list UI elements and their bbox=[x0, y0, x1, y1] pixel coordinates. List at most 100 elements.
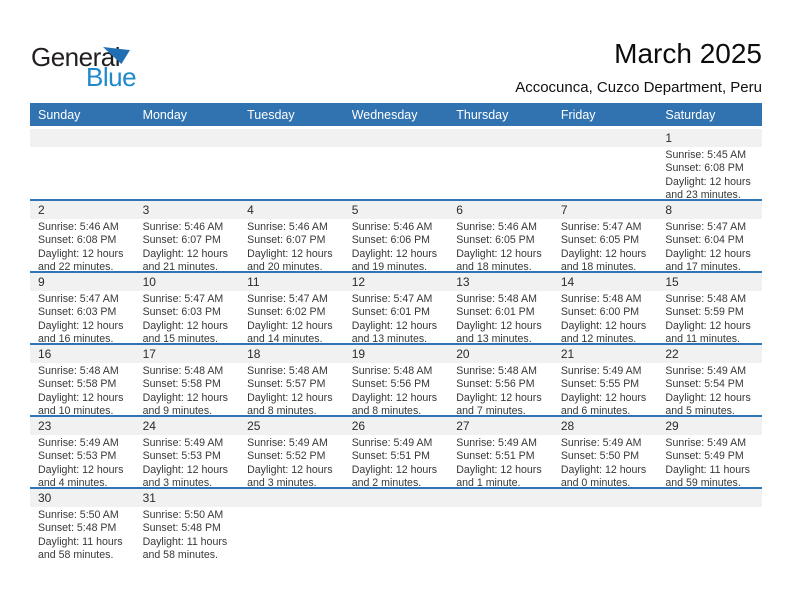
day-number-strip: 23 24 25 26 27 28 29 bbox=[30, 417, 762, 435]
day-cell-16: Sunrise: 5:48 AM Sunset: 5:58 PM Daylight:… bbox=[30, 363, 135, 415]
sunrise-text: Sunrise: 5:49 AM bbox=[351, 437, 433, 449]
empty-day-cell bbox=[30, 147, 135, 199]
day-number-31: 31 bbox=[142, 491, 156, 505]
sunrise-text: Sunrise: 5:49 AM bbox=[456, 437, 537, 449]
day-number-18: 18 bbox=[247, 347, 261, 361]
location-subtitle: Accocunca, Cuzco Department, Peru bbox=[515, 79, 762, 96]
sunset-text: Sunset: 5:54 PM bbox=[665, 378, 744, 391]
weekday-header-monday: Monday bbox=[142, 107, 188, 122]
sunrise-text: Sunrise: 5:46 AM bbox=[247, 221, 328, 233]
sunrise-text: Sunrise: 5:49 AM bbox=[665, 365, 747, 377]
sunrise-text: Sunrise: 5:48 AM bbox=[456, 293, 537, 305]
daylight1-text: Daylight: 12 hours bbox=[38, 391, 124, 404]
sunrise-text: Sunrise: 5:46 AM bbox=[456, 221, 537, 233]
daylight1-text: Daylight: 12 hours bbox=[456, 463, 542, 476]
sunrise-text: Sunrise: 5:49 AM bbox=[38, 437, 119, 449]
day-number-12: 12 bbox=[351, 275, 366, 289]
sunset-text: Sunset: 6:08 PM bbox=[665, 162, 744, 175]
day-cell-23: Sunrise: 5:49 AM Sunset: 5:53 PM Daylight:… bbox=[30, 435, 135, 487]
day-cell-13: Sunrise: 5:48 AM Sunset: 6:01 PM Daylight:… bbox=[448, 291, 553, 343]
empty-day-number bbox=[448, 489, 553, 507]
day-number-23: 23 bbox=[38, 419, 52, 433]
empty-day-cell bbox=[553, 147, 658, 199]
day-cell-3: Sunrise: 5:46 AM Sunset: 6:07 PM Daylight:… bbox=[135, 219, 240, 271]
day-number-3: 3 bbox=[142, 203, 150, 217]
sunrise-text: Sunrise: 5:48 AM bbox=[351, 365, 433, 377]
day-cell-21: Sunrise: 5:49 AM Sunset: 5:55 PM Daylight:… bbox=[553, 363, 658, 415]
day-cell-10: Sunrise: 5:47 AM Sunset: 6:03 PM Daylight:… bbox=[135, 291, 240, 343]
page-title: March 2025 bbox=[614, 38, 762, 69]
daylight1-text: Daylight: 12 hours bbox=[560, 319, 647, 332]
daylight1-text: Daylight: 11 hours bbox=[665, 463, 750, 476]
daylight2-text: and 13 minutes. bbox=[456, 333, 532, 343]
day-cell-19: Sunrise: 5:48 AM Sunset: 5:56 PM Daylight:… bbox=[344, 363, 449, 415]
empty-day-number bbox=[239, 489, 344, 507]
daylight2-text: and 9 minutes. bbox=[142, 405, 213, 415]
sunset-text: Sunset: 5:58 PM bbox=[142, 378, 221, 391]
sunrise-text: Sunrise: 5:48 AM bbox=[665, 293, 747, 305]
day-details-row: Sunrise: 5:46 AM Sunset: 6:08 PM Daylight:… bbox=[30, 219, 762, 271]
daylight1-text: Daylight: 11 hours bbox=[142, 535, 228, 548]
week-row-4: 16 17 18 19 20 21 22 Sunrise: 5:48 AM Sunset: 5:… bbox=[30, 343, 762, 415]
day-number-1: 1 bbox=[665, 131, 673, 145]
sunrise-text: Sunrise: 5:48 AM bbox=[560, 293, 642, 305]
daylight2-text: and 23 minutes. bbox=[665, 189, 741, 199]
day-number-8: 8 bbox=[665, 203, 673, 217]
daylight1-text: Daylight: 12 hours bbox=[38, 463, 124, 476]
sunset-text: Sunset: 6:00 PM bbox=[560, 306, 640, 319]
day-cell-22: Sunrise: 5:49 AM Sunset: 5:54 PM Daylight:… bbox=[657, 363, 762, 415]
sunset-text: Sunset: 6:04 PM bbox=[665, 234, 744, 247]
daylight2-text: and 8 minutes. bbox=[351, 405, 422, 415]
week-row-1: 1 Sunrise: 5:45 AM Sunset: 6:08 PM Daylight… bbox=[30, 129, 762, 199]
daylight2-text: and 10 minutes. bbox=[38, 405, 114, 415]
daylight1-text: Daylight: 12 hours bbox=[456, 247, 542, 260]
sunrise-text: Sunrise: 5:47 AM bbox=[560, 221, 642, 233]
sunset-text: Sunset: 6:07 PM bbox=[142, 234, 221, 247]
daylight2-text: and 15 minutes. bbox=[142, 333, 218, 343]
day-cell-5: Sunrise: 5:46 AM Sunset: 6:06 PM Daylight:… bbox=[344, 219, 449, 271]
daylight2-text: and 11 minutes. bbox=[665, 333, 740, 343]
sunset-text: Sunset: 5:53 PM bbox=[142, 450, 221, 463]
day-number-strip: 9 10 11 12 13 14 15 bbox=[30, 273, 762, 291]
week-row-5: 23 24 25 26 27 28 29 Sunrise: 5:49 AM Sunset: 5:… bbox=[30, 415, 762, 487]
day-details-row: Sunrise: 5:50 AM Sunset: 5:48 PM Daylight:… bbox=[30, 507, 762, 559]
empty-day-number bbox=[30, 129, 135, 147]
sunset-text: Sunset: 6:01 PM bbox=[456, 306, 535, 319]
sunset-text: Sunset: 6:06 PM bbox=[351, 234, 431, 247]
sunset-text: Sunset: 5:48 PM bbox=[38, 522, 117, 535]
day-number-20: 20 bbox=[456, 347, 470, 361]
sunrise-text: Sunrise: 5:48 AM bbox=[456, 365, 537, 377]
day-number-5: 5 bbox=[351, 203, 359, 217]
sunrise-text: Sunrise: 5:47 AM bbox=[665, 221, 747, 233]
daylight1-text: Daylight: 12 hours bbox=[560, 391, 647, 404]
daylight1-text: Daylight: 12 hours bbox=[142, 247, 228, 260]
daylight2-text: and 7 minutes. bbox=[456, 405, 526, 415]
day-cell-24: Sunrise: 5:49 AM Sunset: 5:53 PM Daylight:… bbox=[135, 435, 240, 487]
sunset-text: Sunset: 5:58 PM bbox=[38, 378, 117, 391]
day-cell-11: Sunrise: 5:47 AM Sunset: 6:02 PM Daylight:… bbox=[239, 291, 344, 343]
day-number-29: 29 bbox=[665, 419, 679, 433]
day-number-30: 30 bbox=[38, 491, 52, 505]
day-cell-29: Sunrise: 5:49 AM Sunset: 5:49 PM Daylight:… bbox=[657, 435, 762, 487]
daylight1-text: Daylight: 12 hours bbox=[665, 391, 751, 404]
daylight2-text: and 0 minutes. bbox=[560, 477, 631, 487]
sunrise-text: Sunrise: 5:50 AM bbox=[142, 509, 224, 521]
day-number-10: 10 bbox=[142, 275, 156, 289]
daylight2-text: and 16 minutes. bbox=[38, 333, 114, 343]
day-cell-7: Sunrise: 5:47 AM Sunset: 6:05 PM Daylight:… bbox=[553, 219, 658, 271]
daylight2-text: and 18 minutes. bbox=[560, 261, 637, 271]
day-cell-6: Sunrise: 5:46 AM Sunset: 6:05 PM Daylight:… bbox=[448, 219, 553, 271]
day-cell-20: Sunrise: 5:48 AM Sunset: 5:56 PM Daylight:… bbox=[448, 363, 553, 415]
sunset-text: Sunset: 5:56 PM bbox=[456, 378, 535, 391]
weekday-header-sunday: Sunday bbox=[38, 107, 81, 122]
sunset-text: Sunset: 5:51 PM bbox=[456, 450, 535, 463]
empty-day-number bbox=[553, 489, 658, 507]
daylight1-text: Daylight: 12 hours bbox=[665, 175, 751, 188]
empty-day-cell bbox=[448, 507, 553, 559]
empty-day-cell bbox=[344, 147, 449, 199]
empty-day-cell bbox=[135, 147, 240, 199]
sunset-text: Sunset: 6:08 PM bbox=[38, 234, 117, 247]
daylight2-text: and 4 minutes. bbox=[38, 477, 108, 487]
day-number-2: 2 bbox=[38, 203, 45, 217]
empty-day-number bbox=[135, 129, 240, 147]
